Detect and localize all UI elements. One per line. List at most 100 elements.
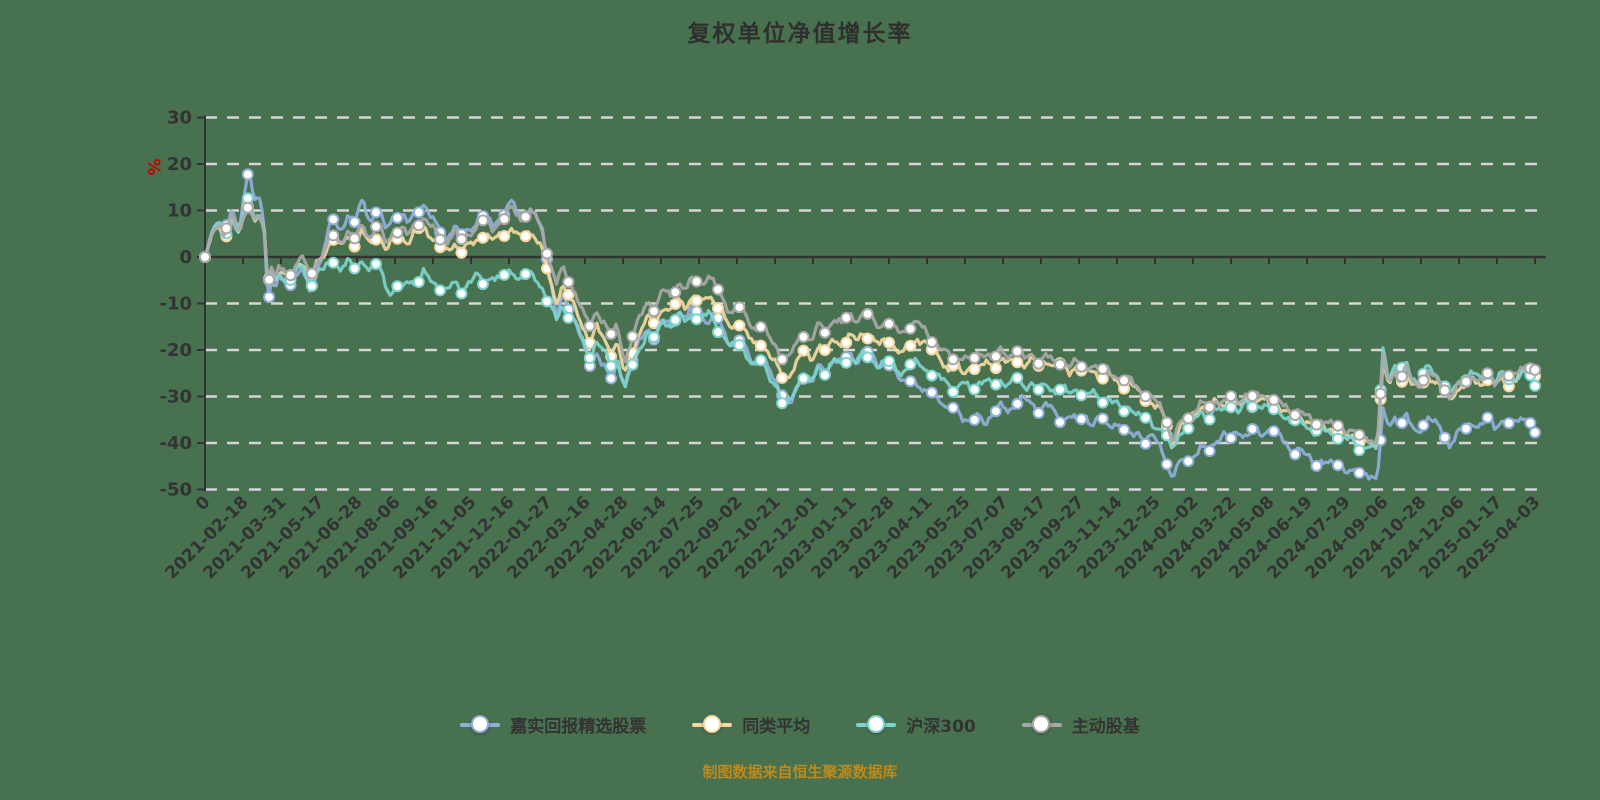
- data-point-marker: [455, 246, 468, 259]
- data-point-marker: [989, 362, 1002, 375]
- data-point-marker: [1054, 358, 1066, 371]
- data-point-marker: [861, 351, 874, 364]
- legend-item-label: 沪深300: [906, 717, 976, 737]
- data-point-marker: [498, 230, 511, 242]
- data-point-marker: [327, 229, 340, 242]
- legend-line-marker-icon: [1021, 714, 1062, 736]
- data-point-marker: [1160, 416, 1173, 429]
- data-point-marker: [1118, 374, 1131, 387]
- y-axis: 30 20 10 0 -10 -20 -30 -40 -50: [159, 108, 206, 501]
- data-point-marker: [818, 344, 831, 357]
- data-point-marker: [519, 268, 532, 280]
- data-point-marker: [968, 363, 981, 376]
- data-point-marker: [370, 220, 382, 233]
- legend-item-label: 同类平均: [742, 717, 811, 737]
- data-point-marker: [776, 397, 789, 410]
- data-point-marker: [754, 320, 767, 333]
- legend-line-marker-icon: [460, 714, 501, 736]
- data-point-marker: [1118, 423, 1131, 436]
- data-point-marker: [669, 286, 682, 299]
- data-point-marker: [605, 360, 618, 373]
- data-point-marker: [754, 354, 767, 367]
- data-point-marker: [199, 251, 211, 263]
- chart-plot-area: 3020100-10-20-30-40-50%02021-02-182021-0…: [143, 108, 1546, 583]
- data-point-marker: [925, 386, 938, 399]
- data-point-marker: [1524, 417, 1537, 429]
- legend-line-marker-icon: [856, 714, 897, 736]
- data-point-marker: [1438, 384, 1451, 397]
- data-point-marker: [391, 226, 404, 239]
- data-point-marker: [883, 317, 895, 330]
- series-markers-主动股基: [199, 201, 1541, 441]
- data-point-marker: [647, 331, 660, 344]
- data-point-marker: [626, 358, 639, 371]
- data-point-marker: [733, 301, 746, 314]
- data-point-marker: [712, 283, 724, 296]
- data-point-marker: [476, 231, 489, 244]
- data-point-marker: [904, 358, 917, 371]
- data-point-marker: [947, 353, 960, 366]
- data-point-marker: [647, 305, 660, 318]
- legend-item-主动股基[interactable]: 主动股基: [1021, 712, 1140, 737]
- legend-item-label: 主动股基: [1071, 717, 1140, 737]
- data-point-marker: [348, 262, 361, 275]
- data-point-marker: [370, 233, 382, 246]
- data-point-marker: [1096, 396, 1109, 409]
- legend-item-沪深300[interactable]: 沪深300: [856, 712, 976, 737]
- data-point-marker: [1502, 417, 1515, 430]
- data-point-marker: [541, 247, 553, 260]
- data-point-marker: [1054, 383, 1066, 396]
- data-point-marker: [1011, 356, 1024, 369]
- data-point-marker: [1160, 458, 1173, 471]
- data-point-marker: [1096, 372, 1109, 385]
- data-point-marker: [947, 385, 960, 398]
- data-point-marker: [1289, 409, 1302, 422]
- y-axis-unit-label: %: [143, 158, 163, 175]
- data-point-marker: [1246, 400, 1259, 413]
- data-point-marker: [348, 232, 361, 245]
- data-point-marker: [583, 352, 596, 364]
- data-point-marker: [1139, 411, 1152, 424]
- data-point-marker: [1267, 425, 1280, 438]
- data-point-marker: [412, 206, 425, 219]
- legend-item-嘉实回报精选股票[interactable]: 嘉实回报精选股票: [460, 712, 646, 737]
- data-point-marker: [562, 288, 575, 301]
- y-tick-label: -50: [159, 480, 192, 501]
- data-point-marker: [1139, 390, 1152, 403]
- data-point-marker: [626, 330, 639, 343]
- data-point-marker: [904, 375, 917, 388]
- data-point-marker: [1246, 423, 1259, 435]
- data-point-marker: [412, 276, 425, 288]
- data-point-marker: [1331, 432, 1344, 445]
- data-point-marker: [1075, 413, 1088, 426]
- y-tick-label: -20: [159, 340, 192, 361]
- data-point-marker: [1182, 412, 1195, 425]
- data-point-marker: [1032, 383, 1045, 396]
- data-point-marker: [1502, 369, 1515, 382]
- series-line-沪深300: [203, 196, 1537, 452]
- data-point-marker: [861, 332, 874, 345]
- data-point-marker: [1225, 432, 1237, 445]
- legend-line-marker-icon: [692, 714, 733, 736]
- data-point-marker: [797, 344, 810, 357]
- data-point-marker: [1460, 375, 1473, 388]
- legend-item-同类平均[interactable]: 同类平均: [692, 712, 810, 737]
- data-point-marker: [241, 201, 254, 214]
- data-point-marker: [904, 322, 917, 335]
- data-point-marker: [647, 317, 660, 330]
- data-point-marker: [1011, 345, 1024, 358]
- data-point-marker: [1011, 397, 1024, 410]
- data-point-marker: [1310, 459, 1323, 472]
- data-point-marker: [1139, 437, 1152, 450]
- data-point-marker: [861, 307, 874, 320]
- data-source-note: 制图数据来自恒生聚源数据库: [702, 763, 898, 781]
- data-point-marker: [1460, 422, 1473, 435]
- data-point-marker: [1032, 357, 1045, 370]
- data-point-marker: [840, 311, 853, 324]
- data-point-marker: [1011, 371, 1024, 384]
- data-point-marker: [1096, 363, 1109, 375]
- data-point-marker: [541, 295, 553, 308]
- data-point-marker: [968, 352, 981, 364]
- data-point-marker: [562, 276, 575, 288]
- data-point-marker: [797, 330, 810, 343]
